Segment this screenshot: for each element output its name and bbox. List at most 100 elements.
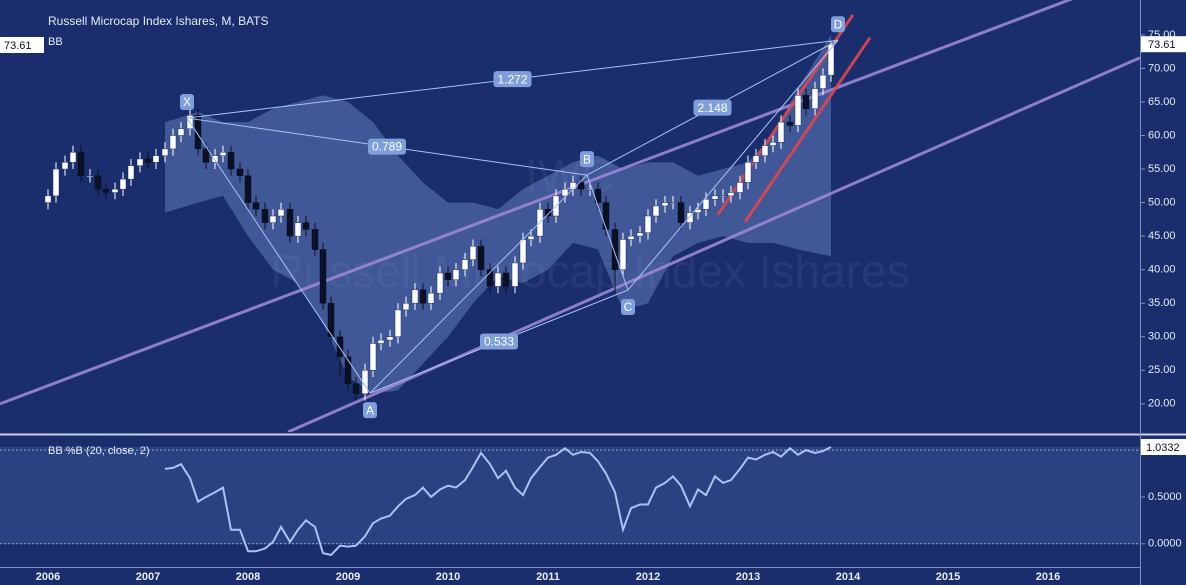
point-label: X (183, 95, 191, 109)
candle-body (719, 195, 727, 198)
axes: 2006 2007 2008 2009 2010 2011 2012 2013 2014 2015… (0, 29, 1186, 583)
candle-body (744, 162, 752, 183)
x-tick-label: 2013 (736, 571, 760, 583)
indicator-line (164, 446, 832, 557)
candle-body (152, 155, 160, 163)
candle-body (277, 209, 285, 217)
ratio-label: 0.533 (484, 335, 514, 349)
candle-body (527, 235, 535, 240)
candle-body (344, 356, 352, 384)
x-tick-label: 2009 (336, 571, 360, 583)
y-tick-label: 70.00 (1148, 62, 1176, 74)
candle-body (619, 239, 627, 270)
y-tick-label: 60.00 (1148, 129, 1176, 141)
candle-body (752, 155, 760, 163)
price-pane: 0.789 0.533 2.148 1.272 X A B C D (0, 0, 1140, 432)
ratio-box (368, 138, 406, 155)
candle-body (402, 302, 410, 311)
last-value: 1.0332 (1146, 442, 1180, 454)
candle-body (252, 202, 260, 210)
candle-body (269, 215, 277, 223)
point-label: D (834, 17, 843, 31)
y-tick-label: 55.00 (1148, 163, 1176, 175)
candle-body (644, 215, 652, 234)
trend-line (743, 36, 872, 223)
y-tick-label: 65.00 (1148, 96, 1176, 108)
y-tick-label: 0.5000 (1148, 491, 1182, 503)
candle-body (436, 272, 444, 294)
ratio-label: 0.789 (372, 140, 402, 154)
point-box (363, 402, 377, 419)
candle-body (302, 222, 310, 230)
candle-body (219, 152, 227, 156)
y-tick-label: 0.0000 (1148, 538, 1182, 550)
band-legend: BB (48, 36, 63, 48)
candle-body (727, 192, 735, 197)
candle-body (61, 162, 69, 170)
candle-body (544, 209, 552, 217)
y-tick-label: 45.00 (1148, 230, 1176, 242)
candle-body (177, 128, 185, 136)
last-price-left: 73.61 (4, 40, 32, 52)
x-tick-label: 2015 (936, 571, 960, 583)
y-tick-label: 20.00 (1148, 398, 1176, 410)
candle-body (661, 202, 669, 207)
point-label: A (366, 403, 374, 417)
candle-body (136, 158, 144, 166)
candle-body (761, 145, 769, 156)
candle-body (94, 175, 102, 190)
candle-body (652, 205, 660, 217)
candle-body (502, 272, 510, 287)
candle-body (427, 292, 435, 304)
candle-body (169, 135, 177, 150)
candle-body (794, 95, 802, 126)
last-price-box (1141, 36, 1186, 53)
candle-body (627, 235, 635, 240)
candle-body (419, 289, 427, 304)
y-tick-label: 35.00 (1148, 297, 1176, 309)
candle-body (236, 168, 244, 177)
candle-body (452, 269, 460, 280)
x-tick-label: 2006 (36, 571, 60, 583)
candle-body (669, 202, 677, 204)
candle-body (52, 168, 60, 197)
candle-body (352, 383, 360, 395)
candle-body (161, 148, 169, 156)
candle-body (144, 158, 152, 163)
x-tick-label: 2010 (436, 571, 460, 583)
candle-body (802, 95, 810, 109)
candle-body (227, 152, 235, 170)
x-tick-label: 2012 (636, 571, 660, 583)
ratio-box (493, 71, 532, 88)
candle-body (777, 121, 785, 143)
pattern-leg (586, 174, 629, 291)
candle-body (69, 152, 77, 163)
candle-body (411, 289, 419, 304)
pattern-leg (627, 39, 839, 291)
candle-body (194, 115, 202, 150)
candle-body (202, 148, 210, 163)
candle-body (377, 339, 385, 344)
candle-body (602, 202, 610, 230)
y-tick-label: 30.00 (1148, 331, 1176, 343)
candle-body (511, 262, 519, 287)
candle-body (44, 195, 52, 203)
y-tick-label: 40.00 (1148, 264, 1176, 276)
indicator-zone (0, 447, 1140, 544)
candle-body (127, 165, 135, 180)
indicator-title: BB %B (20, close, 2) (48, 445, 150, 457)
x-tick-label: 2011 (536, 571, 560, 583)
x-tick-label: 2016 (1036, 571, 1060, 583)
y-tick-label: 50.00 (1148, 196, 1176, 208)
candle-body (819, 74, 827, 89)
x-tick-label: 2014 (836, 571, 861, 583)
candle-body (394, 309, 402, 337)
candle-body (361, 370, 369, 395)
ratio-label: 1.272 (497, 72, 527, 86)
point-box (180, 94, 194, 111)
candle-body (469, 245, 477, 260)
candle-body (294, 222, 302, 237)
candle-body (686, 212, 694, 223)
candle-body (244, 175, 252, 203)
